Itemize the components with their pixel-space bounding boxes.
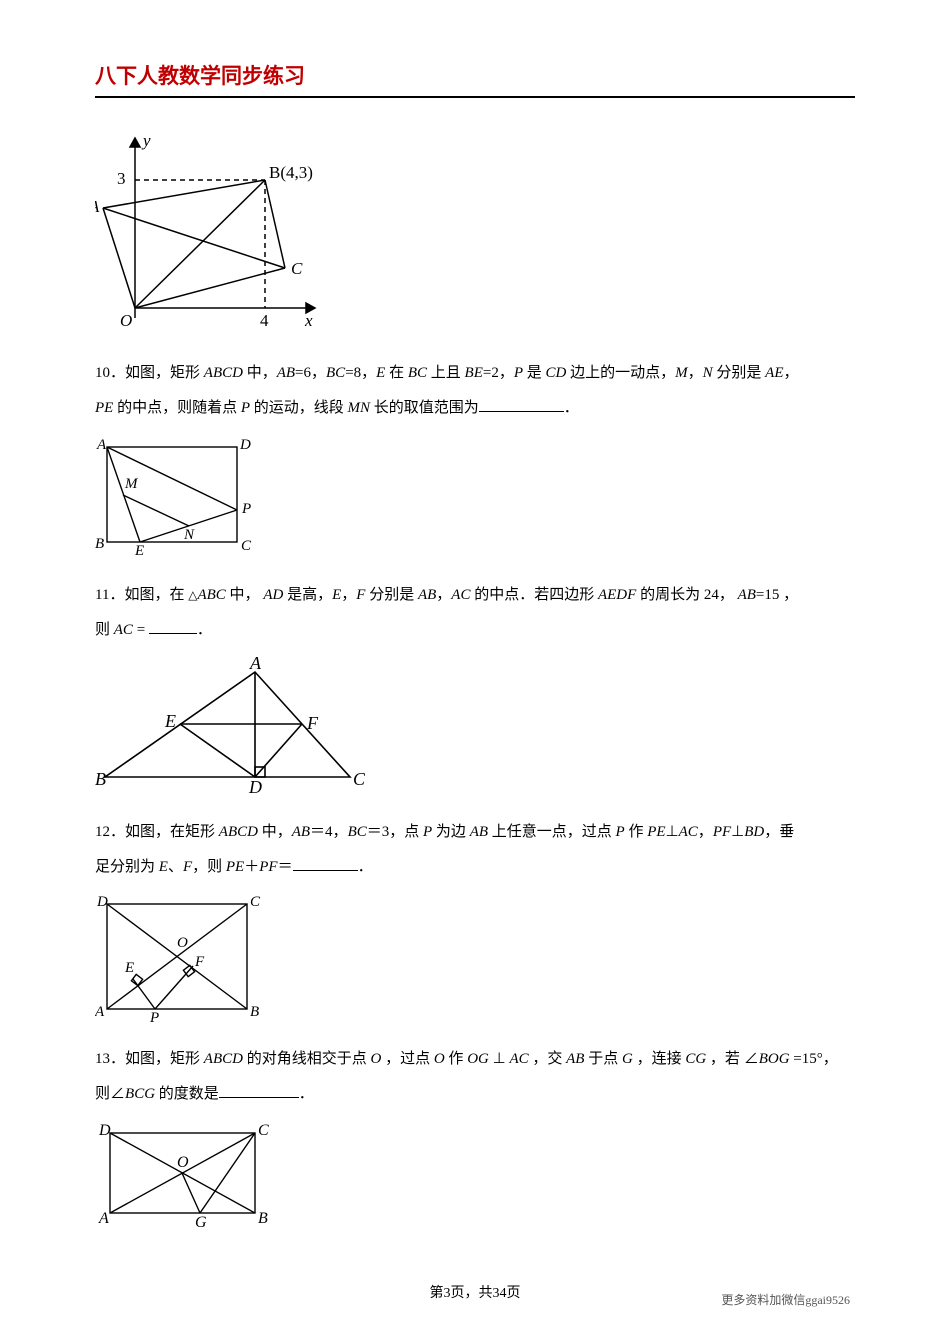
svg-text:O: O — [177, 935, 188, 951]
svg-text:C: C — [241, 538, 252, 554]
origin-label: O — [120, 311, 132, 330]
svg-text:D: D — [248, 777, 262, 797]
svg-text:C: C — [250, 894, 261, 910]
figure-9: y x O A B(4,3) C 3 4 — [95, 128, 855, 338]
svg-text:P: P — [149, 1010, 159, 1024]
svg-text:A: A — [98, 1210, 109, 1227]
svg-text:C: C — [258, 1122, 269, 1139]
svg-text:D: D — [96, 894, 108, 910]
problem-10: 10．如图，矩形 ABCD 中，AB=6，BC=8，E 在 BC 上且 BE=2… — [95, 356, 855, 425]
svg-text:B: B — [95, 769, 106, 789]
answer-blank-11 — [149, 633, 197, 634]
svg-text:A: A — [96, 437, 107, 453]
point-a-label: A — [95, 197, 100, 216]
svg-text:P: P — [241, 501, 251, 517]
axis-x-label: x — [304, 311, 313, 330]
svg-text:F: F — [306, 713, 319, 733]
problem-number: 12． — [95, 824, 125, 840]
svg-text:E: E — [164, 711, 176, 731]
wechat-footer: 更多资料加微信ggai9526 — [721, 1291, 850, 1308]
svg-text:A: A — [249, 657, 262, 673]
svg-text:M: M — [124, 476, 139, 492]
point-b-label: B(4,3) — [269, 163, 313, 182]
svg-text:A: A — [95, 1004, 105, 1020]
svg-text:B: B — [95, 536, 104, 552]
problem-number: 13． — [95, 1051, 125, 1067]
problem-12: 12．如图，在矩形 ABCD 中，AB＝4，BC＝3，点 P 为边 AB 上任意… — [95, 815, 855, 884]
problem-13: 13．如图，矩形 ABCD 的对角线相交于点 O ，过点 O 作 OG ⊥ AC… — [95, 1042, 855, 1111]
answer-blank-12 — [293, 870, 358, 871]
problem-11: 11．如图，在 △ABC 中， AD 是高，E，F 分别是 AB，AC 的中点．… — [95, 578, 855, 647]
svg-text:D: D — [239, 437, 251, 453]
problem-number: 11． — [95, 587, 124, 603]
problem-number: 10． — [95, 365, 125, 381]
svg-text:O: O — [177, 1154, 189, 1171]
svg-text:G: G — [195, 1214, 207, 1231]
svg-text:B: B — [258, 1210, 268, 1227]
point-c-label: C — [291, 259, 303, 278]
svg-text:B: B — [250, 1004, 259, 1020]
svg-text:F: F — [194, 954, 205, 970]
svg-text:D: D — [98, 1122, 111, 1139]
axis-y-label: y — [141, 131, 151, 150]
figure-12: D C A B P E F O — [95, 894, 855, 1024]
svg-text:E: E — [124, 960, 134, 976]
figure-11: A B C D E F — [95, 657, 855, 797]
svg-text:C: C — [353, 769, 365, 789]
svg-text:E: E — [134, 543, 144, 559]
svg-text:N: N — [183, 527, 195, 543]
answer-blank-13 — [219, 1097, 299, 1098]
header-underline — [95, 96, 855, 98]
tick-x-4: 4 — [260, 311, 269, 330]
figure-10: A D B C E M N P — [95, 435, 855, 560]
answer-blank-10 — [479, 411, 564, 412]
tick-y-3: 3 — [117, 169, 126, 188]
figure-13: D C A B G O — [95, 1121, 855, 1231]
page-header-title: 八下人教数学同步练习 — [95, 60, 855, 96]
